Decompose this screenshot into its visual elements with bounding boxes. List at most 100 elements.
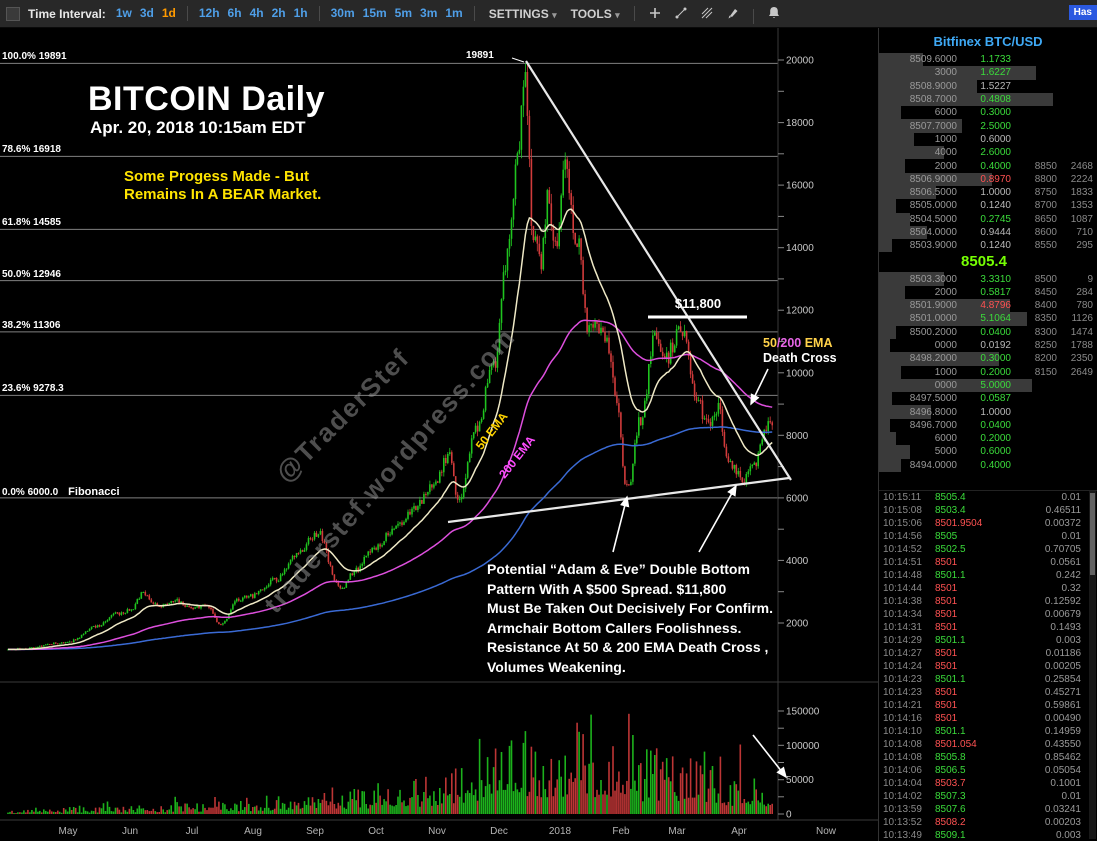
order-book-row-ask[interactable]: 2000 0.4000 8850 2468 bbox=[879, 159, 1097, 173]
order-book-row-bid[interactable]: 8496.7000 0.0400 bbox=[879, 418, 1097, 433]
svg-text:16000: 16000 bbox=[786, 181, 814, 192]
chart-title: BITCOIN Daily bbox=[88, 80, 325, 118]
svg-text:2018: 2018 bbox=[549, 826, 572, 837]
order-book-row-bid[interactable]: 8501.0000 5.1064 8350 1126 bbox=[879, 312, 1097, 326]
svg-text:20000: 20000 bbox=[786, 56, 814, 67]
trade-row: 10:14:24 8501 0.00205 bbox=[883, 661, 1081, 672]
order-book-row-ask[interactable]: 8507.7000 2.5000 bbox=[879, 119, 1097, 133]
order-book-row-bid[interactable]: 0000 0.0192 8250 1788 bbox=[879, 338, 1097, 353]
order-book-row-bid[interactable]: 8496.8000 1.0000 bbox=[879, 405, 1097, 419]
interval-1d[interactable]: 1d bbox=[161, 5, 176, 20]
interval-12h[interactable]: 12h bbox=[198, 5, 220, 20]
svg-text:Mar: Mar bbox=[668, 826, 686, 837]
market-panel: Bitfinex BTC/USD 8509.6000 1.1733 3000 1.62… bbox=[878, 28, 1097, 841]
order-book-row-ask[interactable]: 8504.5000 0.2745 8650 1087 bbox=[879, 212, 1097, 226]
trade-row: 10:14:02 8507.3 0.01 bbox=[883, 791, 1081, 802]
order-book-asks: 8509.6000 1.1733 3000 1.6227 8508.9000 1.5227… bbox=[879, 53, 1097, 253]
trendline-icon[interactable] bbox=[671, 3, 691, 23]
interval-2h[interactable]: 2h bbox=[271, 5, 286, 20]
svg-text:6000: 6000 bbox=[786, 493, 809, 504]
trade-row: 10:14:44 8501 0.32 bbox=[883, 583, 1081, 594]
order-book-row-bid[interactable]: 1000 0.2000 8150 2649 bbox=[879, 365, 1097, 379]
trade-row: 10:14:16 8501 0.00490 bbox=[883, 713, 1081, 724]
order-book-row-bid[interactable]: 8494.0000 0.4000 bbox=[879, 458, 1097, 472]
interval-30m[interactable]: 30m bbox=[330, 5, 355, 20]
order-book-row-bid[interactable]: 8501.9000 4.8796 8400 780 bbox=[879, 299, 1097, 313]
chart-note: Some Progess Made - But Remains In A BEA… bbox=[124, 168, 322, 203]
order-book-row-ask[interactable]: 8506.5000 1.0000 8750 1833 bbox=[879, 185, 1097, 200]
settings-label: SETTINGS bbox=[488, 6, 549, 21]
order-book-row-bid[interactable]: 0000 5.0000 bbox=[879, 378, 1097, 393]
trade-row: 10:14:29 8501.1 0.003 bbox=[883, 635, 1081, 646]
trades-scrollbar-thumb[interactable] bbox=[1090, 493, 1095, 575]
interval-1w[interactable]: 1w bbox=[115, 5, 132, 20]
interval-15m[interactable]: 15m bbox=[362, 5, 387, 20]
order-book-row-bid[interactable]: 8500.2000 0.0400 8300 1474 bbox=[879, 325, 1097, 339]
order-book-row-bid[interactable]: 8503.3000 3.3310 8500 9 bbox=[879, 272, 1097, 286]
trade-row: 10:14:27 8501 0.01186 bbox=[883, 648, 1081, 659]
brush-icon[interactable] bbox=[723, 3, 743, 23]
order-book-row-bid[interactable]: 8497.5000 0.0587 bbox=[879, 392, 1097, 406]
svg-text:150000: 150000 bbox=[786, 707, 820, 718]
order-book-row-ask[interactable]: 8509.6000 1.1733 bbox=[879, 53, 1097, 67]
interval-6h[interactable]: 6h bbox=[227, 5, 242, 20]
tools-menu[interactable]: TOOLS ▾ bbox=[571, 7, 620, 21]
order-book-row-ask[interactable]: 8508.7000 0.4808 bbox=[879, 92, 1097, 107]
order-book-row-bid[interactable]: 6000 0.2000 bbox=[879, 432, 1097, 446]
order-book-row-bid[interactable]: 5000 0.6000 bbox=[879, 445, 1097, 459]
interval-1m[interactable]: 1m bbox=[445, 5, 463, 20]
bell-icon[interactable] bbox=[764, 3, 784, 23]
fib-level-label: 50.0% 12946 bbox=[2, 268, 61, 280]
toolbar-divider bbox=[473, 6, 475, 21]
order-book-row-ask[interactable]: 8505.0000 0.1240 8700 1353 bbox=[879, 199, 1097, 213]
svg-text:Jul: Jul bbox=[186, 826, 199, 837]
order-book-bids: 8503.3000 3.3310 8500 9 2000 0.5817 8450 284 850… bbox=[879, 272, 1097, 472]
order-book-row-ask[interactable]: 8504.0000 0.9444 8600 710 bbox=[879, 225, 1097, 240]
interval-buttons: 1w 3d 1d 12h 6h 4h 2h 1h 30m 15m 5m 3m 1m bbox=[112, 5, 467, 22]
multi-line-icon[interactable] bbox=[697, 3, 717, 23]
order-book-row-ask[interactable]: 4000 2.6000 bbox=[879, 146, 1097, 160]
svg-text:Feb: Feb bbox=[612, 826, 630, 837]
order-book-row-ask[interactable]: 8503.9000 0.1240 8550 295 bbox=[879, 239, 1097, 253]
settings-menu[interactable]: SETTINGS ▾ bbox=[489, 7, 557, 21]
order-book-row-ask[interactable]: 8508.9000 1.5227 bbox=[879, 79, 1097, 93]
peak-price-label: 19891 bbox=[466, 50, 494, 61]
drawing-tool-icons bbox=[642, 3, 787, 25]
interval-4h[interactable]: 4h bbox=[249, 5, 264, 20]
order-book-row-ask[interactable]: 6000 0.3000 bbox=[879, 106, 1097, 120]
order-book-row-ask[interactable]: 1000 0.6000 bbox=[879, 132, 1097, 147]
fib-level-label: 78.6% 16918 bbox=[2, 144, 61, 156]
order-book-row-ask[interactable]: 8506.9000 0.8970 8800 2224 bbox=[879, 172, 1097, 186]
order-book-row-bid[interactable]: 2000 0.5817 8450 284 bbox=[879, 285, 1097, 300]
chevron-down-icon: ▾ bbox=[552, 9, 557, 20]
chart-region: 20000 18000 16000 14000 12000 10000 8000 6000 40… bbox=[0, 28, 878, 841]
trade-row: 10:15:06 8501.9504 0.00372 bbox=[883, 518, 1081, 529]
trade-row: 10:14:04 8503.7 0.1001 bbox=[883, 778, 1081, 789]
svg-text:Sep: Sep bbox=[306, 826, 324, 837]
trade-row: 10:14:21 8501 0.59861 bbox=[883, 700, 1081, 711]
app-menu-icon[interactable] bbox=[6, 6, 20, 21]
interval-3d[interactable]: 3d bbox=[139, 5, 154, 20]
trade-row: 10:14:23 8501 0.45271 bbox=[883, 687, 1081, 698]
plus-icon[interactable] bbox=[645, 3, 665, 23]
interval-3m[interactable]: 3m bbox=[420, 5, 438, 20]
svg-text:0: 0 bbox=[786, 810, 792, 821]
hash-badge[interactable]: Has bbox=[1068, 5, 1097, 20]
time-interval-label: Time Interval: bbox=[28, 6, 106, 21]
interval-5m[interactable]: 5m bbox=[394, 5, 413, 20]
order-book-row-ask[interactable]: 3000 1.6227 bbox=[879, 66, 1097, 80]
death-cross-label: 50/200 EMA Death Cross bbox=[763, 336, 837, 365]
trade-feed: 10:15:11 8505.4 0.01 10:15:08 8503.4 0.46511 1… bbox=[879, 490, 1097, 841]
order-book-row-bid[interactable]: 8498.2000 0.3000 8200 2350 bbox=[879, 352, 1097, 366]
toolbar: Time Interval: 1w 3d 1d 12h 6h 4h 2h 1h 30m 15m 5m… bbox=[0, 0, 1097, 28]
tools-label: TOOLS bbox=[570, 6, 612, 21]
chart-subtitle: Apr. 20, 2018 10:15am EDT bbox=[90, 118, 306, 137]
svg-text:14000: 14000 bbox=[786, 243, 814, 254]
svg-text:8000: 8000 bbox=[786, 431, 809, 442]
analysis-annotation: Potential “Adam & Eve” Double Bottom Pat… bbox=[487, 561, 774, 675]
trade-row: 10:13:49 8509.1 0.003 bbox=[883, 830, 1081, 841]
interval-1h[interactable]: 1h bbox=[293, 5, 308, 20]
trades-scrollbar[interactable] bbox=[1089, 491, 1096, 839]
last-price: 8505.4 bbox=[961, 253, 1007, 271]
price-chart-canvas[interactable]: 2000018000160001400012000100008000600040… bbox=[0, 28, 878, 841]
